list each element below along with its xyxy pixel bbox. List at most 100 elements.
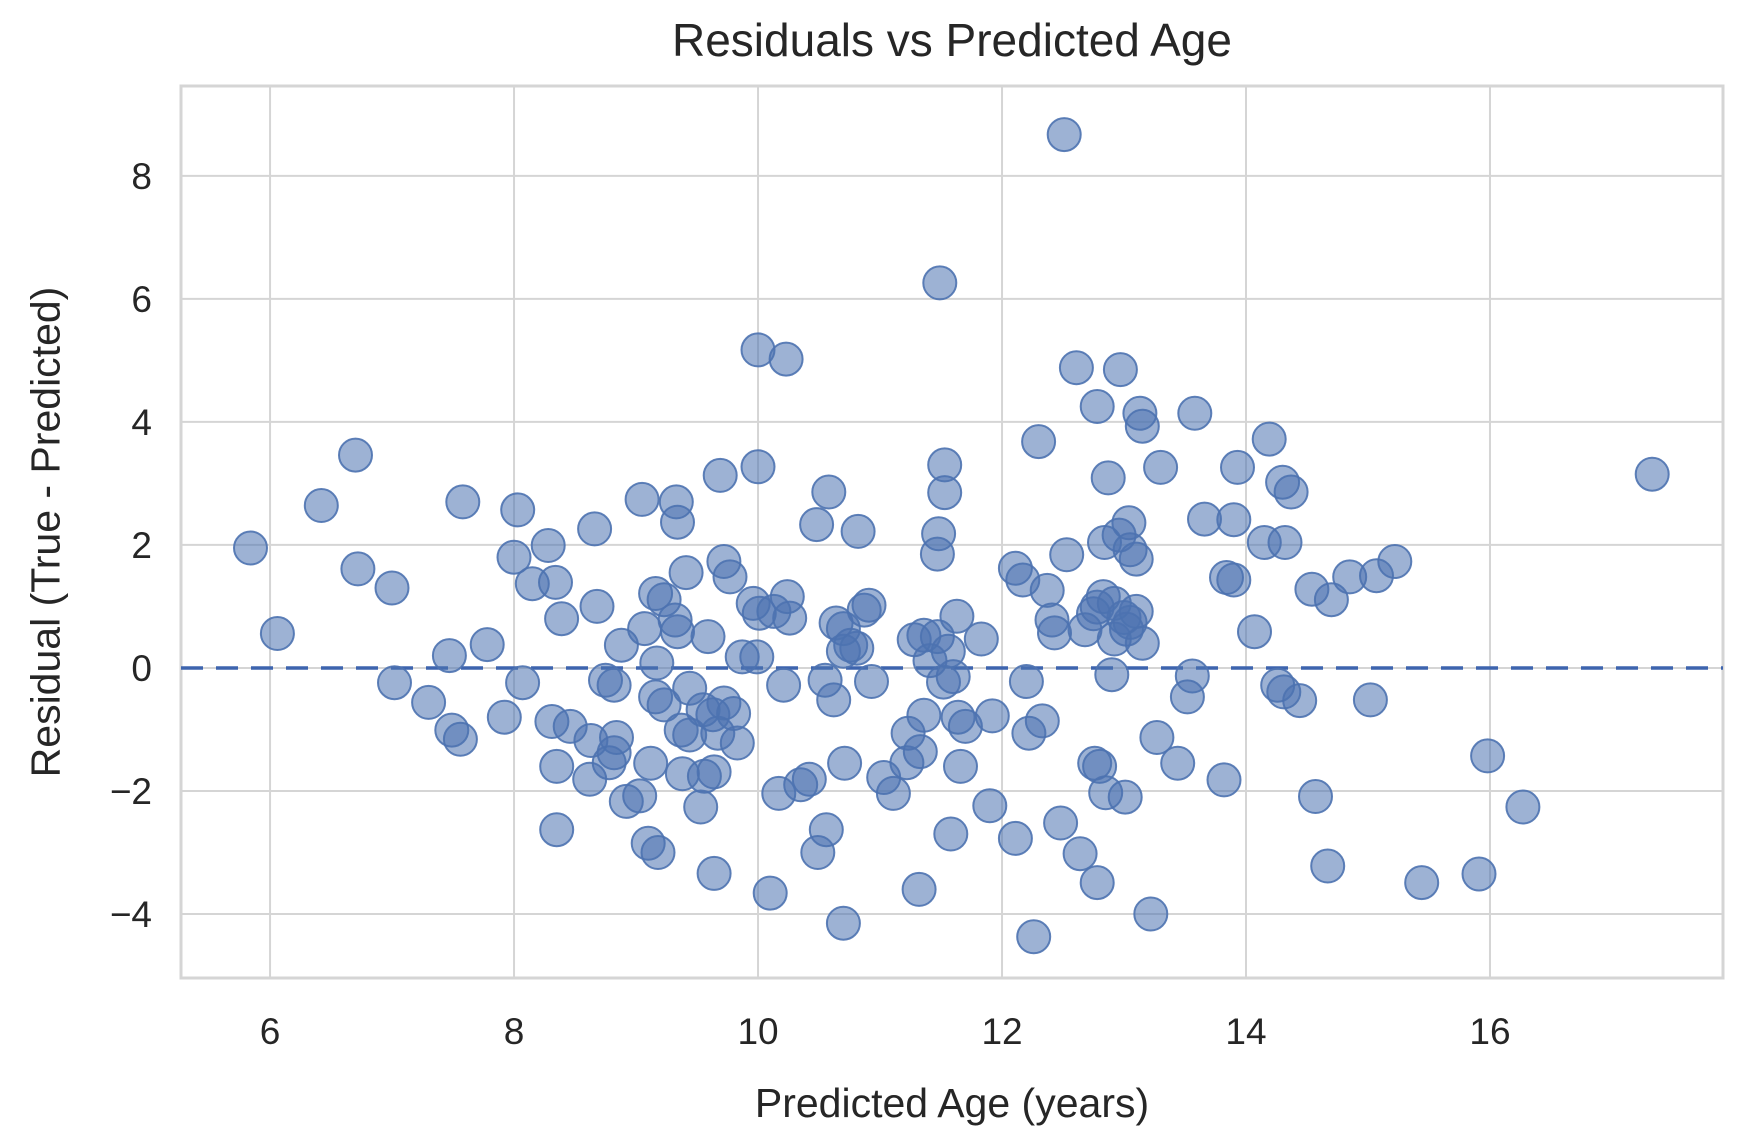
data-point: [577, 511, 613, 547]
data-point: [1102, 352, 1138, 388]
data-point: [1377, 544, 1413, 579]
data-point: [1124, 408, 1160, 444]
data-point: [772, 600, 808, 636]
x-tick-label: 8: [504, 1011, 525, 1052]
data-point: [1094, 657, 1130, 693]
data-point: [851, 587, 887, 623]
plot-border: [179, 84, 1725, 980]
data-point: [1216, 502, 1252, 538]
data-point: [1139, 720, 1175, 755]
data-point: [1124, 625, 1160, 661]
data-point: [811, 474, 847, 510]
data-point: [702, 457, 738, 493]
data-point: [622, 778, 658, 814]
data-point: [469, 627, 505, 663]
data-point: [791, 761, 827, 797]
data-point: [500, 492, 536, 528]
data-point: [1273, 474, 1309, 510]
data-point: [1107, 779, 1143, 815]
data-point: [233, 530, 268, 566]
data-point: [906, 697, 942, 733]
data-point: [1404, 865, 1440, 901]
data-point: [1313, 582, 1349, 618]
data-point: [1049, 537, 1085, 573]
data-point: [646, 687, 682, 723]
data-point: [1058, 350, 1094, 386]
data-point: [1062, 836, 1098, 872]
data-point: [799, 507, 835, 543]
data-point: [303, 488, 339, 523]
data-point: [338, 437, 373, 473]
data-point: [927, 475, 963, 511]
data-point: [572, 761, 608, 797]
data-point: [943, 748, 978, 784]
data-point: [963, 621, 999, 657]
data-point: [1143, 449, 1179, 485]
data-point: [579, 588, 615, 624]
data-point: [639, 645, 675, 681]
data-point: [827, 745, 863, 781]
data-point: [1177, 395, 1213, 431]
data-point: [496, 539, 532, 575]
data-point: [919, 536, 955, 572]
data-point: [1220, 449, 1255, 485]
y-tick-label: 8: [131, 156, 152, 197]
data-point: [660, 614, 695, 650]
data-point: [1021, 424, 1057, 460]
data-point: [1160, 745, 1196, 781]
y-tick-label: 2: [131, 525, 152, 566]
y-tick-label: 4: [131, 402, 152, 443]
data-point: [926, 664, 961, 700]
data-point: [766, 667, 802, 703]
data-point: [544, 601, 580, 637]
data-point: [530, 528, 566, 563]
data-point: [431, 638, 467, 674]
data-point: [1079, 865, 1115, 901]
data-point: [1016, 919, 1052, 955]
x-tick-label: 10: [737, 1011, 778, 1052]
data-point: [1251, 421, 1287, 457]
data-point: [972, 788, 1008, 824]
data-point: [1634, 456, 1670, 492]
data-point: [1282, 683, 1318, 719]
data-point: [933, 816, 969, 852]
data-point: [1206, 762, 1242, 798]
data-point: [1505, 789, 1541, 825]
data-point: [624, 481, 660, 517]
data-point: [445, 484, 481, 520]
data-point: [538, 564, 573, 600]
data-point: [1310, 848, 1346, 884]
data-point: [1101, 517, 1137, 553]
x-axis-label: Predicted Age (years): [754, 1080, 1150, 1126]
data-point: [825, 633, 861, 669]
data-point: [640, 835, 676, 870]
data-point: [947, 708, 983, 744]
data-point: [1169, 679, 1205, 715]
data-point: [719, 725, 755, 761]
data-point: [739, 639, 775, 675]
data-point: [442, 721, 478, 757]
data-point: [1298, 779, 1333, 814]
data-point: [840, 513, 876, 549]
data-point: [668, 555, 704, 591]
data-point: [854, 664, 889, 699]
x-tick-label: 12: [981, 1011, 1022, 1052]
data-point: [505, 665, 541, 701]
x-tick-label: 14: [1225, 1011, 1266, 1052]
data-point: [1029, 572, 1065, 608]
data-point: [1133, 896, 1169, 932]
data-point: [768, 341, 804, 377]
data-point: [374, 570, 410, 606]
data-point: [1043, 805, 1079, 841]
data-point: [603, 627, 639, 663]
data-point: [696, 855, 732, 891]
data-point: [1046, 117, 1082, 153]
x-tick-label: 16: [1469, 1011, 1510, 1052]
data-point: [411, 684, 447, 720]
data-point: [1352, 682, 1388, 718]
data-point: [939, 598, 975, 634]
data-point: [800, 835, 836, 870]
chart-title: Residuals vs Predicted Age: [672, 14, 1232, 66]
